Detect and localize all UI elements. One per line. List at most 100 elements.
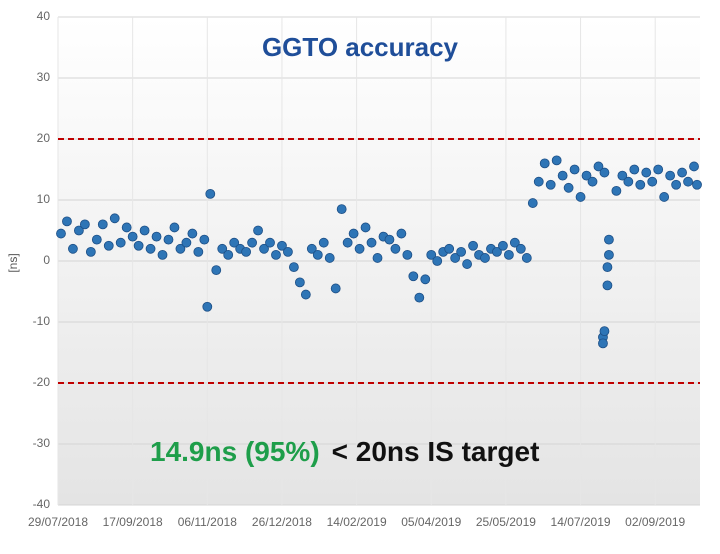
data-point <box>217 243 228 254</box>
y-tick-label: -20 <box>33 375 51 389</box>
data-point <box>611 185 622 196</box>
data-point <box>229 237 240 248</box>
data-point <box>312 249 323 260</box>
data-point <box>127 231 138 242</box>
data-point <box>533 176 544 187</box>
data-point <box>121 222 132 233</box>
data-point <box>205 188 216 199</box>
x-tick-label: 26/12/2018 <box>252 515 312 529</box>
data-point <box>169 222 180 233</box>
data-point <box>157 249 168 260</box>
data-point <box>659 192 670 202</box>
data-point <box>432 256 443 266</box>
data-point <box>557 170 568 181</box>
data-point <box>602 262 613 273</box>
annotation-part: 14.9ns (95%) <box>150 436 320 467</box>
data-point <box>68 243 78 254</box>
data-point <box>569 164 580 175</box>
data-point <box>384 234 395 245</box>
data-point <box>175 243 186 254</box>
data-point <box>575 192 586 202</box>
data-point <box>109 213 120 224</box>
annotation: 14.9ns (95%) < 20ns IS target <box>150 436 539 467</box>
data-point <box>563 182 574 193</box>
data-point <box>420 274 431 285</box>
data-point <box>396 228 407 239</box>
x-tick-label: 02/09/2019 <box>625 515 685 529</box>
annotation-part: < 20ns IS target <box>332 436 540 467</box>
data-point <box>503 249 514 260</box>
data-point <box>211 265 222 276</box>
data-point <box>74 225 84 236</box>
y-tick-label: 20 <box>37 131 51 145</box>
data-point <box>468 240 478 251</box>
y-tick-label: -30 <box>33 436 51 450</box>
data-point <box>348 228 359 239</box>
data-point <box>91 234 102 245</box>
data-point <box>330 283 341 294</box>
data-point <box>456 246 467 257</box>
data-point <box>354 243 365 254</box>
data-point <box>641 167 652 178</box>
data-point <box>515 243 526 254</box>
data-point <box>604 249 614 260</box>
y-tick-label: -40 <box>33 497 51 511</box>
data-point <box>598 338 608 349</box>
data-point <box>617 170 628 181</box>
data-point <box>509 237 520 248</box>
data-point <box>444 243 455 254</box>
data-point <box>265 237 275 248</box>
data-point <box>602 280 613 291</box>
x-tick-label: 25/05/2019 <box>476 515 536 529</box>
data-point <box>527 198 538 208</box>
data-point <box>199 234 210 245</box>
data-point <box>647 176 658 187</box>
data-point <box>372 253 383 263</box>
data-point <box>366 237 377 248</box>
data-point <box>300 289 311 300</box>
x-tick-label: 29/07/2018 <box>28 515 88 529</box>
data-point <box>689 161 699 172</box>
x-tick-label: 06/11/2018 <box>178 515 237 529</box>
data-point <box>294 277 305 288</box>
data-point <box>426 249 437 260</box>
data-point <box>139 225 150 236</box>
data-point <box>551 155 562 166</box>
data-point <box>223 249 234 260</box>
data-point <box>677 167 687 178</box>
data-point <box>480 253 490 263</box>
data-point <box>193 246 204 257</box>
data-point <box>390 243 401 254</box>
data-point <box>56 228 66 239</box>
y-tick-label: 40 <box>37 9 51 23</box>
data-point <box>288 262 299 273</box>
data-point <box>462 259 472 269</box>
data-point <box>450 253 461 263</box>
data-point <box>97 219 108 230</box>
y-tick-label: 30 <box>37 70 51 84</box>
data-point <box>402 249 413 260</box>
data-point <box>85 246 96 257</box>
y-tick-label: -10 <box>33 314 51 328</box>
data-point <box>324 253 335 263</box>
data-point <box>202 301 213 312</box>
data-point <box>241 246 252 257</box>
x-tick-label: 14/07/2019 <box>551 515 611 529</box>
data-point <box>683 176 693 187</box>
data-point <box>271 249 281 260</box>
y-tick-label: 10 <box>37 192 51 206</box>
data-point <box>253 225 263 236</box>
y-axis-label: [ns] <box>6 253 20 272</box>
data-point <box>151 231 162 242</box>
data-point <box>306 243 317 254</box>
data-point <box>492 246 502 257</box>
x-tick-label: 05/04/2019 <box>401 515 461 529</box>
data-point <box>103 240 114 251</box>
data-point <box>665 170 676 181</box>
data-point <box>163 234 174 245</box>
data-point <box>318 237 329 248</box>
data-point <box>671 179 682 190</box>
data-point <box>247 237 257 248</box>
data-point <box>79 219 90 230</box>
